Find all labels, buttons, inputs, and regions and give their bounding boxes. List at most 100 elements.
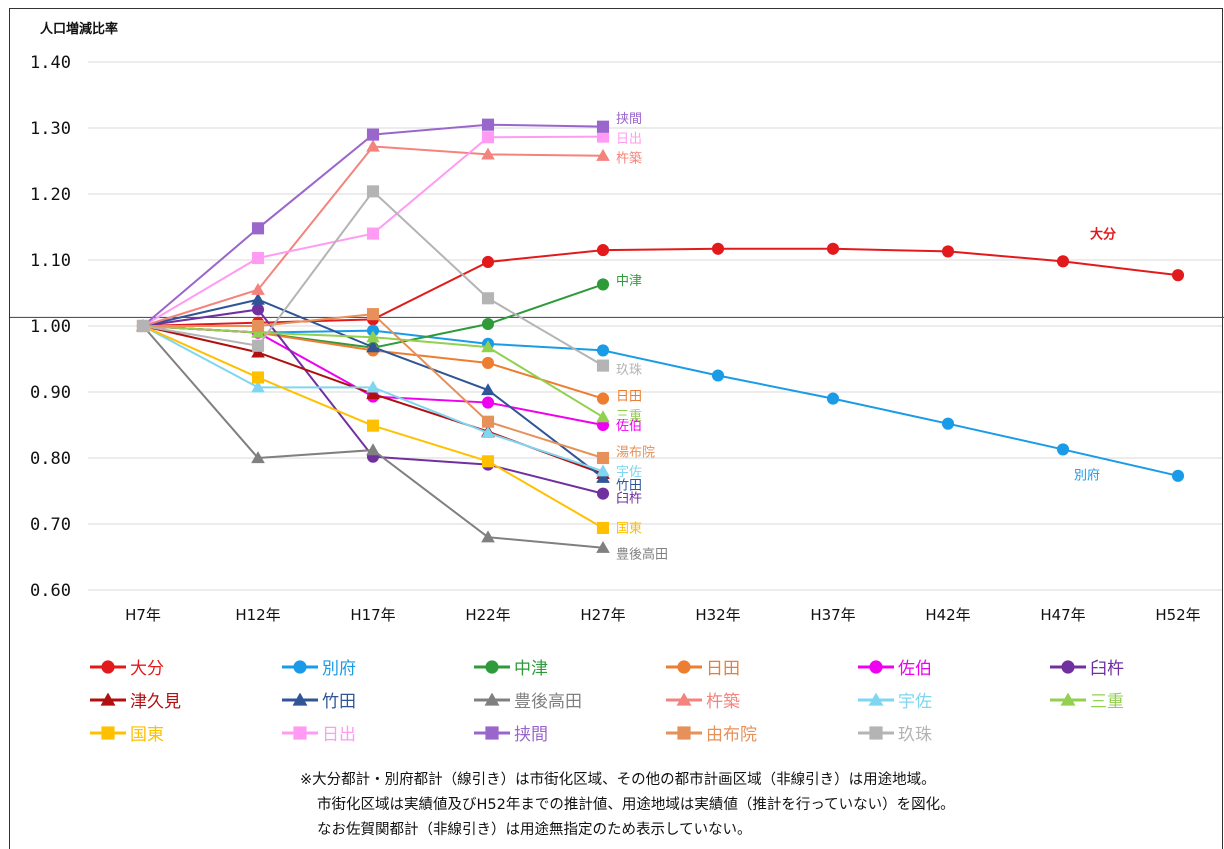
legend-swatch [858, 725, 894, 740]
series-e5a4a7e58886 [136, 242, 1185, 333]
data-point [136, 319, 150, 333]
series-end-label: 杵築 [616, 152, 642, 167]
data-point [596, 540, 610, 553]
legend-label: 豊後高田 [514, 692, 582, 712]
legend-swatch [474, 725, 510, 740]
data-point [366, 340, 380, 353]
data-point [366, 227, 380, 240]
data-point [1056, 255, 1070, 268]
legend-swatch [858, 692, 894, 706]
data-point [711, 369, 725, 382]
legend-swatch-marker [101, 725, 115, 740]
legend-item: 竹田 [280, 687, 472, 712]
data-point [251, 339, 265, 352]
legend-swatch-marker [677, 725, 691, 740]
series-e697a5e587ba [136, 130, 610, 333]
legend-swatch-marker [868, 692, 884, 706]
legend-label: 臼杵 [1090, 659, 1124, 679]
data-point [481, 255, 495, 269]
legend-item: 中津 [472, 654, 664, 679]
legend-swatch [858, 659, 894, 674]
series-end-label: 竹田 [616, 478, 642, 493]
legend-swatch-marker [293, 659, 307, 674]
data-point [596, 487, 610, 500]
data-point [251, 319, 265, 333]
legend-swatch [666, 692, 702, 706]
legend-swatch-marker [484, 692, 500, 706]
series-end-label: 日出 [616, 132, 642, 147]
data-point [481, 131, 495, 144]
legend-item: 豊後高田 [472, 687, 664, 712]
data-point [481, 415, 495, 428]
data-point [1056, 443, 1070, 456]
data-point [596, 410, 610, 423]
data-point [596, 278, 610, 291]
legend-label: 日出 [322, 725, 356, 745]
legend-item: 臼杵 [1048, 654, 1224, 679]
data-point [366, 443, 380, 456]
data-point [251, 451, 265, 464]
data-point [596, 148, 610, 161]
legend-item: 佐伯 [856, 654, 1048, 679]
footnote-line-3: なお佐賀関都計（非線引き）は用途無指定のため表示していない。 [317, 822, 752, 838]
legend-swatch [666, 725, 702, 740]
legend-item: 別府 [280, 654, 472, 679]
y-tick-label: 0.60 [30, 581, 71, 601]
series-e4b889e9878d [136, 319, 610, 423]
series-end-label: 湯布院 [616, 445, 655, 460]
series-e78e96e78fa0 [136, 185, 610, 372]
data-point [481, 118, 495, 131]
legend-row: 国東 日出 挟間 由布院 玖珠 [88, 716, 1208, 749]
legend-swatch-marker [1061, 659, 1075, 674]
legend-label: 杵築 [706, 692, 740, 712]
chart-frame [9, 8, 1223, 849]
y-tick-label: 0.80 [30, 449, 71, 469]
x-tick-label: H32年 [695, 606, 740, 624]
data-point [596, 451, 610, 465]
legend-swatch-marker [485, 659, 499, 674]
series-end-label: 日田 [616, 389, 642, 404]
data-point [596, 464, 610, 477]
data-point [481, 292, 495, 305]
x-tick-label: H12年 [235, 606, 280, 624]
y-tick-label: 1.00 [30, 317, 71, 337]
data-point [251, 282, 265, 295]
data-point [826, 242, 840, 255]
data-point [596, 392, 610, 405]
legend-label: 玖珠 [898, 725, 932, 745]
legend-row: 津久見 竹田 豊後高田 杵築 宇佐 三重 [88, 683, 1208, 716]
y-tick-label: 1.40 [30, 53, 71, 73]
legend-swatch [90, 725, 126, 740]
legend-label: 三重 [1090, 692, 1124, 712]
legend-item: 玖珠 [856, 720, 1048, 745]
legend-label: 挟間 [514, 725, 548, 745]
data-point [481, 530, 495, 543]
data-point [481, 147, 495, 160]
series-end-label: 玖珠 [616, 362, 642, 378]
legend-label: 竹田 [322, 692, 356, 712]
data-point [596, 120, 610, 133]
legend-swatch [1050, 659, 1086, 674]
series-end-label: 豊後高田 [616, 547, 668, 563]
legend-item: 日出 [280, 720, 472, 745]
legend-swatch-marker [485, 725, 499, 740]
legend-row: 大分 別府 中津 日田 佐伯 臼杵 [88, 650, 1208, 683]
x-tick-label: H42年 [925, 606, 970, 624]
series-end-label: 中津 [616, 274, 642, 289]
data-point [941, 245, 955, 258]
legend-item: 杵築 [664, 687, 856, 712]
series-end-label: 宇佐 [616, 465, 642, 480]
data-point [596, 470, 610, 483]
data-point [481, 455, 495, 468]
legend-swatch-marker [869, 659, 883, 674]
x-tick-label: H37年 [810, 606, 855, 624]
legend-swatch [282, 659, 318, 674]
data-point [251, 222, 265, 235]
data-point [251, 303, 265, 316]
x-tick-label: H52年 [1155, 606, 1200, 624]
legend-swatch [474, 659, 510, 674]
data-point [826, 392, 840, 405]
x-tick-label: H22年 [465, 606, 510, 624]
legend-swatch [90, 692, 126, 706]
legend-label: 別府 [322, 659, 356, 679]
